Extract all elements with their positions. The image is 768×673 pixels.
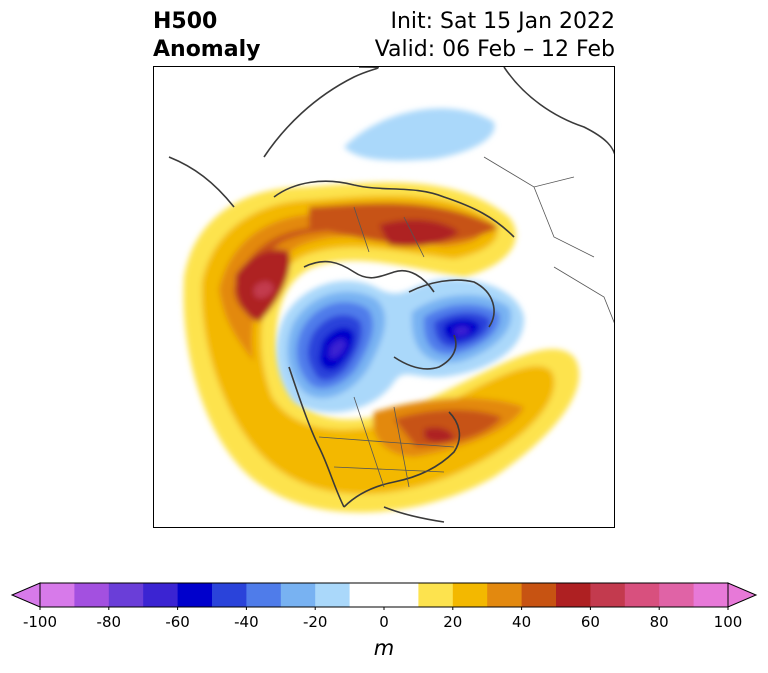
colorbar-tick-label: -40	[234, 613, 259, 631]
positive-anomaly-field	[183, 182, 580, 513]
colorbar-bin	[590, 583, 626, 607]
colorbar-bin	[177, 583, 213, 607]
colorbar-tick-label: -100	[22, 613, 58, 631]
colorbar-bin	[143, 583, 179, 607]
colorbar-bin	[212, 583, 247, 607]
title-variable: H500	[153, 9, 218, 34]
colorbar-tick-label: 20	[443, 613, 463, 631]
title-anomaly: Anomaly	[153, 37, 261, 62]
colorbar	[10, 582, 758, 610]
colorbar-tick-label: -80	[96, 613, 122, 631]
colorbar-tick-label: -60	[165, 613, 190, 631]
colorbar-bin	[384, 583, 419, 607]
colorbar-bin	[40, 583, 75, 607]
colorbar-tick-label: 60	[580, 613, 600, 631]
colorbar-bin	[349, 583, 385, 607]
colorbar-tick-label: -20	[302, 613, 328, 631]
colorbar-bin	[418, 583, 454, 607]
title-block-right: Init: Sat 15 Jan 2022 Valid: 06 Feb – 12…	[375, 8, 615, 64]
colorbar-unit-label: m	[373, 636, 395, 660]
coastlines	[168, 67, 614, 523]
colorbar-bin	[556, 583, 591, 607]
title-block-left: H500 Anomaly	[153, 8, 260, 64]
colorbar-bin	[108, 583, 144, 607]
colorbar-tick-label: 100	[713, 613, 743, 631]
title-init-date: Init: Sat 15 Jan 2022	[390, 9, 615, 34]
colorbar-bin	[659, 583, 695, 607]
colorbar-tick-label: 40	[512, 613, 532, 631]
map-panel	[153, 66, 615, 528]
colorbar-tick-label: 80	[649, 613, 669, 631]
colorbar-tick-label: 0	[379, 613, 389, 631]
colorbar-bin	[315, 583, 351, 607]
colorbar-bin	[521, 583, 557, 607]
colorbar-bin	[624, 583, 660, 607]
colorbar-bin	[452, 583, 488, 607]
country-borders	[318, 156, 614, 488]
colorbar-bin	[693, 583, 729, 607]
title-valid-range: Valid: 06 Feb – 12 Feb	[374, 37, 615, 62]
colorbar-bin	[280, 583, 316, 607]
anomaly-map	[168, 67, 614, 523]
colorbar-bin	[74, 583, 110, 607]
colorbar-bin	[487, 583, 523, 607]
colorbar-bin	[246, 583, 282, 607]
colorbar-under-arrow	[10, 582, 41, 608]
negative-anomaly-field	[276, 108, 525, 413]
colorbar-over-arrow	[727, 582, 758, 608]
